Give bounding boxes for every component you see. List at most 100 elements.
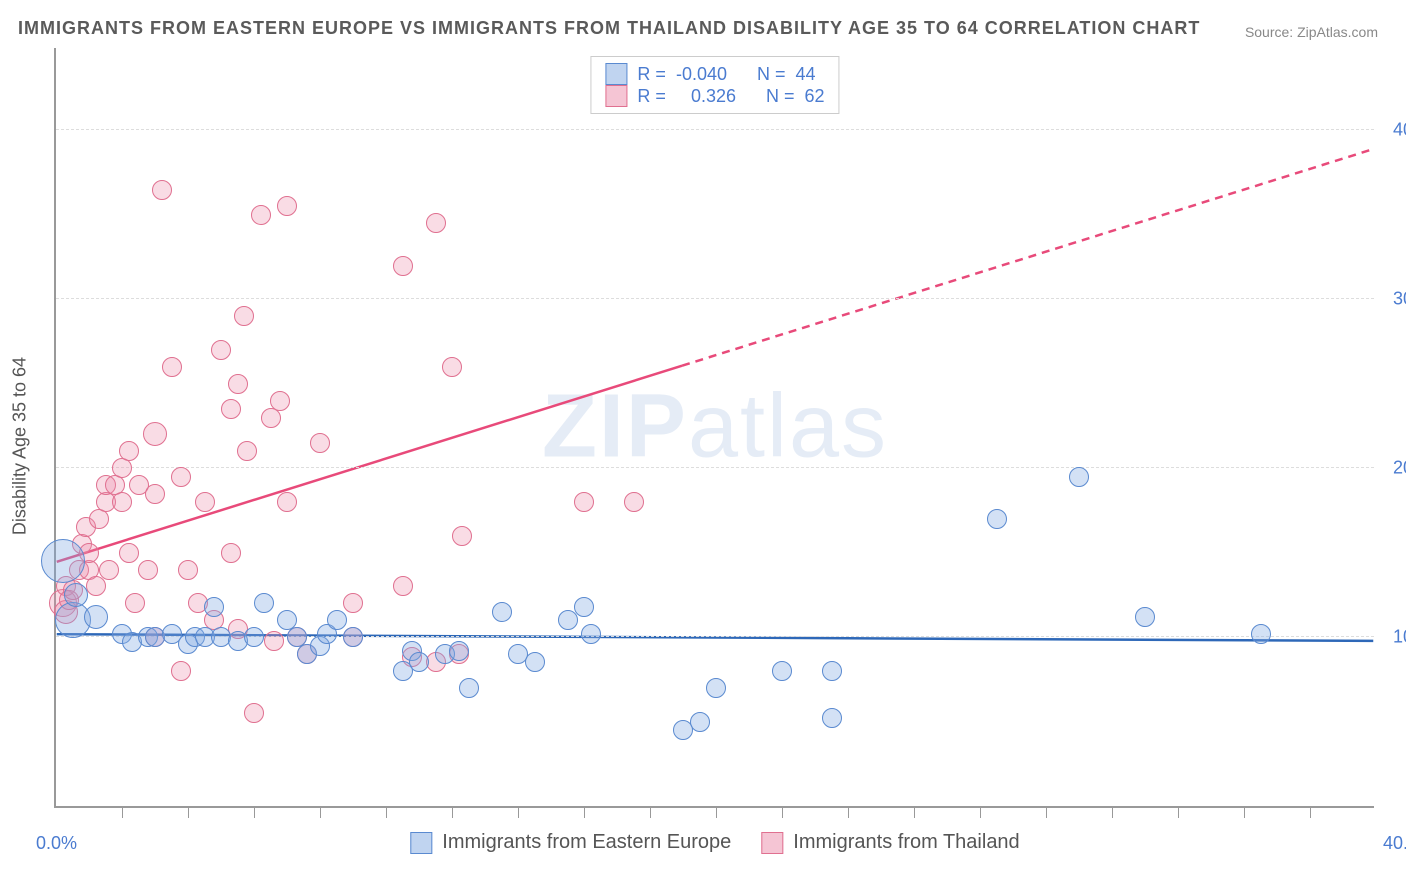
series-legend: Immigrants from Eastern Europe Immigrant… [410, 831, 1019, 854]
legend-item-blue: Immigrants from Eastern Europe [410, 831, 731, 854]
data-point-pink [211, 340, 231, 360]
data-point-pink [125, 593, 145, 613]
data-point-pink [343, 593, 363, 613]
data-point-blue [244, 627, 264, 647]
data-point-blue [581, 624, 601, 644]
data-point-pink [393, 256, 413, 276]
x-tick [122, 806, 123, 818]
data-point-pink [228, 374, 248, 394]
data-point-blue [84, 605, 108, 629]
correlation-legend: R = -0.040 N = 44 R = 0.326 N = 62 [590, 56, 839, 114]
data-point-pink [86, 576, 106, 596]
data-point-pink [426, 213, 446, 233]
x-tick [320, 806, 321, 818]
data-point-pink [270, 391, 290, 411]
square-icon [605, 85, 627, 107]
x-tick [782, 806, 783, 818]
data-point-blue [327, 610, 347, 630]
r-value-pink: 0.326 [691, 86, 736, 107]
data-point-pink [277, 492, 297, 512]
legend-item-pink: Immigrants from Thailand [761, 831, 1019, 854]
data-point-pink [138, 560, 158, 580]
x-tick [980, 806, 981, 818]
data-point-blue [525, 652, 545, 672]
y-axis-label: Disability Age 35 to 64 [10, 357, 31, 535]
legend-row-pink: R = 0.326 N = 62 [605, 85, 824, 107]
x-tick [1046, 806, 1047, 818]
data-point-blue [1251, 624, 1271, 644]
legend-row-blue: R = -0.040 N = 44 [605, 63, 824, 85]
data-point-blue [822, 661, 842, 681]
x-tick-label: 0.0% [36, 833, 77, 854]
x-tick [386, 806, 387, 818]
square-icon [605, 63, 627, 85]
data-point-pink [221, 543, 241, 563]
y-tick-label: 40.0% [1393, 120, 1406, 141]
data-point-pink [119, 441, 139, 461]
data-point-blue [772, 661, 792, 681]
legend-label: Immigrants from Thailand [793, 831, 1019, 854]
r-label: R = [637, 86, 666, 107]
legend-label: Immigrants from Eastern Europe [442, 831, 731, 854]
r-value-blue: -0.040 [676, 64, 727, 85]
chart-title: IMMIGRANTS FROM EASTERN EUROPE VS IMMIGR… [18, 18, 1200, 39]
x-tick [716, 806, 717, 818]
data-point-pink [442, 357, 462, 377]
data-point-pink [143, 422, 167, 446]
data-point-pink [244, 703, 264, 723]
data-point-blue [41, 539, 85, 583]
data-point-blue [987, 509, 1007, 529]
data-point-pink [171, 661, 191, 681]
data-point-blue [574, 597, 594, 617]
x-tick [848, 806, 849, 818]
data-point-blue [449, 641, 469, 661]
y-tick-label: 10.0% [1393, 627, 1406, 648]
data-point-pink [152, 180, 172, 200]
gridline-horizontal [56, 298, 1374, 299]
data-point-blue [822, 708, 842, 728]
data-point-blue [706, 678, 726, 698]
data-point-pink [162, 357, 182, 377]
data-point-pink [574, 492, 594, 512]
data-point-pink [221, 399, 241, 419]
data-point-blue [459, 678, 479, 698]
y-tick-label: 30.0% [1393, 289, 1406, 310]
data-point-blue [1069, 467, 1089, 487]
x-tick [914, 806, 915, 818]
data-point-pink [112, 492, 132, 512]
x-tick [188, 806, 189, 818]
square-icon [410, 832, 432, 854]
data-point-blue [558, 610, 578, 630]
data-point-pink [452, 526, 472, 546]
data-point-blue [690, 712, 710, 732]
data-point-blue [492, 602, 512, 622]
data-point-pink [119, 543, 139, 563]
x-tick [1244, 806, 1245, 818]
data-point-blue [64, 583, 88, 607]
data-point-pink [145, 484, 165, 504]
r-label: R = [637, 64, 666, 85]
data-point-blue [254, 593, 274, 613]
y-tick-label: 20.0% [1393, 458, 1406, 479]
n-label: N = [757, 64, 786, 85]
data-point-pink [195, 492, 215, 512]
data-point-pink [251, 205, 271, 225]
square-icon [761, 832, 783, 854]
x-tick [518, 806, 519, 818]
x-tick [584, 806, 585, 818]
data-point-pink [261, 408, 281, 428]
x-tick [452, 806, 453, 818]
watermark: ZIPatlas [542, 376, 888, 479]
x-tick [1112, 806, 1113, 818]
n-label: N = [766, 86, 795, 107]
data-point-pink [277, 196, 297, 216]
data-point-blue [409, 652, 429, 672]
data-point-pink [624, 492, 644, 512]
data-point-pink [237, 441, 257, 461]
x-tick-label: 40.0% [1383, 833, 1406, 854]
data-point-pink [393, 576, 413, 596]
source-attribution: Source: ZipAtlas.com [1245, 24, 1378, 40]
data-point-pink [178, 560, 198, 580]
n-value-blue: 44 [796, 64, 816, 85]
data-point-pink [264, 631, 284, 651]
